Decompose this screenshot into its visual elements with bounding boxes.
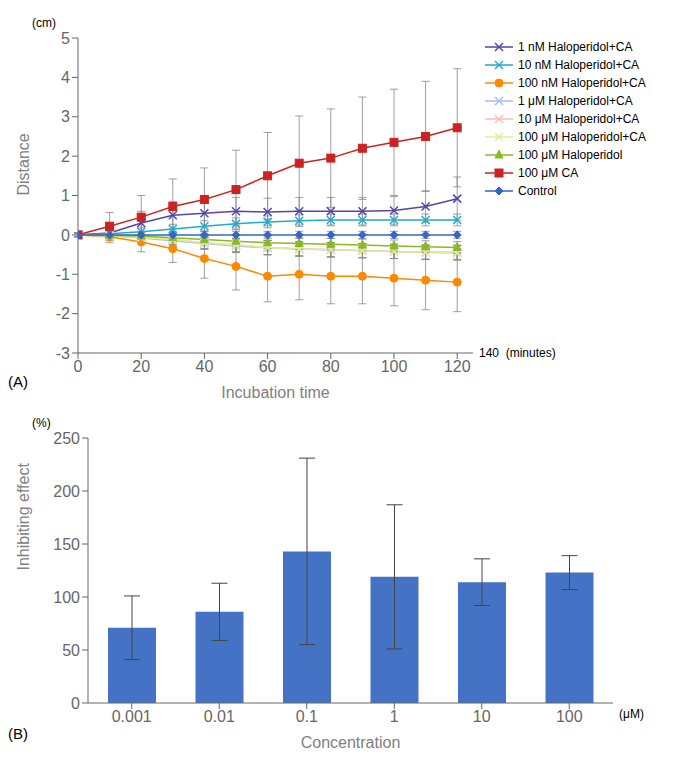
svg-text:10: 10 xyxy=(473,708,491,725)
svg-text:0.01: 0.01 xyxy=(204,708,235,725)
svg-text:Concentration: Concentration xyxy=(301,734,401,751)
svg-text:3: 3 xyxy=(61,108,70,125)
svg-text:Incubation time: Incubation time xyxy=(221,384,330,401)
svg-text:250: 250 xyxy=(53,430,80,447)
html-text:(B): (B) xyxy=(8,725,28,742)
html-text:(μM): (μM) xyxy=(619,707,644,721)
html-text:10 μM Haloperidol+CA: 10 μM Haloperidol+CA xyxy=(518,112,640,126)
svg-text:0.1: 0.1 xyxy=(296,708,318,725)
svg-text:80: 80 xyxy=(322,358,340,375)
svg-text:0: 0 xyxy=(61,227,70,244)
html-text:100 μM Haloperidol+CA: 100 μM Haloperidol+CA xyxy=(518,130,646,144)
svg-text:150: 150 xyxy=(53,536,80,553)
html-text:100 μM CA: 100 μM CA xyxy=(518,166,579,180)
svg-text:100: 100 xyxy=(53,589,80,606)
svg-text:2: 2 xyxy=(61,148,70,165)
svg-text:Inhibiting effect: Inhibiting effect xyxy=(15,463,32,571)
svg-text:1: 1 xyxy=(61,187,70,204)
svg-text:100: 100 xyxy=(381,358,408,375)
html-text:Control: Control xyxy=(518,184,557,198)
svg-text:0.001: 0.001 xyxy=(112,708,152,725)
html-text:100 nM Haloperidol+CA: 100 nM Haloperidol+CA xyxy=(518,76,646,90)
svg-text:0: 0 xyxy=(71,695,80,712)
html-text:10 nM Haloperidol+CA: 10 nM Haloperidol+CA xyxy=(518,58,640,72)
svg-text:40: 40 xyxy=(196,358,214,375)
html-text:1 nM Haloperidol+CA: 1 nM Haloperidol+CA xyxy=(518,40,633,54)
svg-text:50: 50 xyxy=(62,642,80,659)
svg-text:0: 0 xyxy=(74,358,83,375)
html-text:1 μM Haloperidol+CA: 1 μM Haloperidol+CA xyxy=(518,94,633,108)
html-text:100 μM Haloperidol: 100 μM Haloperidol xyxy=(518,148,623,162)
svg-text:100: 100 xyxy=(556,708,583,725)
svg-text:120: 120 xyxy=(444,358,471,375)
svg-text:-2: -2 xyxy=(56,305,70,322)
html-text:(cm): (cm) xyxy=(32,16,56,30)
svg-text:200: 200 xyxy=(53,483,80,500)
svg-text:60: 60 xyxy=(259,358,277,375)
svg-text:-1: -1 xyxy=(56,266,70,283)
svg-text:Distance: Distance xyxy=(15,133,32,195)
html-text:(A): (A) xyxy=(8,373,28,390)
html-text:140 (minutes): 140 (minutes) xyxy=(479,346,556,360)
svg-text:4: 4 xyxy=(61,69,70,86)
svg-text:-3: -3 xyxy=(56,345,70,362)
svg-text:5: 5 xyxy=(61,30,70,47)
svg-text:1: 1 xyxy=(390,708,399,725)
svg-text:20: 20 xyxy=(132,358,150,375)
